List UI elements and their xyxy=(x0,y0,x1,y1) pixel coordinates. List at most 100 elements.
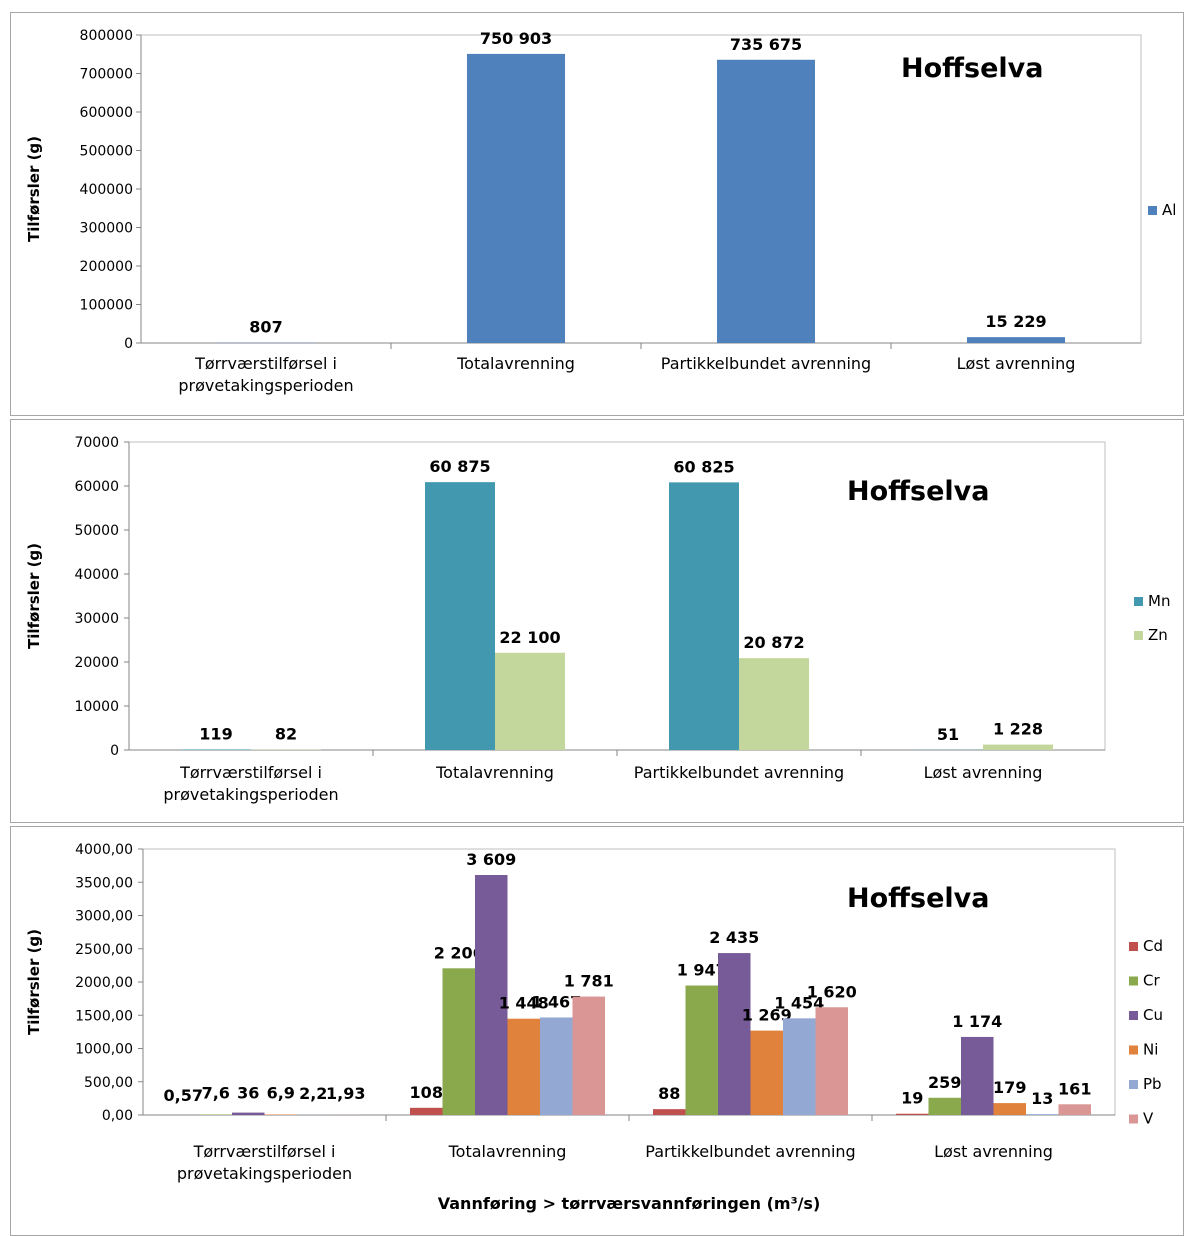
chart-title: Hoffselva xyxy=(847,883,989,914)
x-category-label-line: Tørrværstilførsel i xyxy=(193,1142,336,1161)
bar-cr xyxy=(199,1114,232,1115)
data-label: 750 903 xyxy=(480,29,552,48)
data-label: 13 xyxy=(1031,1089,1053,1108)
y-tick-label: 3500,00 xyxy=(75,875,133,891)
x-category-label-line: Løst avrenning xyxy=(934,1142,1053,1161)
data-label: 1 781 xyxy=(564,972,614,991)
y-axis-label: Tilførsler (g) xyxy=(25,543,43,649)
data-label: 19 xyxy=(901,1089,923,1108)
x-category-label-line: Totalavrenning xyxy=(448,1142,567,1161)
data-label: 1 174 xyxy=(952,1012,1002,1031)
data-label: 807 xyxy=(249,318,282,337)
x-category-label-line: prøvetakingsperioden xyxy=(163,785,338,804)
legend-swatch-zn xyxy=(1134,631,1143,640)
y-tick-label: 30000 xyxy=(74,611,119,627)
y-tick-label: 20000 xyxy=(74,655,119,671)
bar-al xyxy=(967,337,1065,343)
legend-label-v: V xyxy=(1143,1110,1154,1128)
legend-label-cr: Cr xyxy=(1143,972,1160,990)
x-axis-label: Vannføring > tørrværsvannføringen (m³/s) xyxy=(438,1194,821,1213)
legend-swatch-al xyxy=(1148,206,1157,215)
x-category-label: Løst avrenning xyxy=(934,1142,1053,1161)
legend-swatch-pb xyxy=(1129,1080,1138,1089)
bar-cd xyxy=(410,1107,443,1115)
x-category-label: Totalavrenning xyxy=(448,1142,567,1161)
x-category-label-line: Totalavrenning xyxy=(456,354,575,373)
y-tick-label: 500000 xyxy=(80,144,133,160)
bar-cr xyxy=(928,1097,961,1115)
chart-trace-metals: 0,00 500,00 1000,00 1500,00 2000,00 2500,00 30… xyxy=(25,842,1163,1213)
y-tick-label: 600000 xyxy=(80,105,133,121)
x-category-label-line: prøvetakingsperioden xyxy=(178,376,353,395)
bar-cu xyxy=(961,1036,994,1115)
y-tick-label: 0 xyxy=(110,743,119,759)
bar-zn xyxy=(983,744,1053,750)
chart-panel-mn-zn: 0 10000 20000 30000 40000 50000 60000 70000 Tørr… xyxy=(10,419,1184,823)
chart-title: Hoffselva xyxy=(901,53,1043,84)
data-label: 2,2 xyxy=(299,1084,327,1103)
y-tick-label: 1000,00 xyxy=(75,1042,133,1058)
data-label: 1 467 xyxy=(531,992,581,1011)
legend-swatch-cd xyxy=(1129,942,1138,951)
bar-mn xyxy=(425,482,495,750)
legend-swatch-mn xyxy=(1134,597,1143,606)
bar-ni xyxy=(750,1030,783,1115)
data-label: 119 xyxy=(199,724,232,743)
y-tick-label: 400000 xyxy=(80,182,133,198)
legend-swatch-cu xyxy=(1129,1011,1138,1020)
y-tick-label: 1500,00 xyxy=(75,1008,133,1024)
legend-label-zn: Zn xyxy=(1148,626,1168,644)
data-label: 36 xyxy=(237,1084,259,1103)
legend-swatch-v xyxy=(1129,1114,1138,1124)
x-category-label: Tørrværstilførsel i prøvetakingsperioden xyxy=(178,354,353,395)
bar-al xyxy=(467,53,565,343)
data-label: 179 xyxy=(993,1078,1026,1097)
data-label: 51 xyxy=(937,725,959,744)
x-category-label-line: Løst avrenning xyxy=(924,763,1043,782)
data-label: 88 xyxy=(658,1084,680,1103)
legend-swatch-cr xyxy=(1129,976,1138,986)
bar-cd xyxy=(896,1113,929,1115)
legend-label-cd: Cd xyxy=(1143,937,1163,955)
data-label: 1 448 xyxy=(499,994,549,1013)
y-tick-label: 800000 xyxy=(80,28,133,44)
bar-v xyxy=(572,996,605,1115)
legend-label-al: Al xyxy=(1162,201,1176,219)
data-label: 735 675 xyxy=(730,35,802,54)
y-axis-label: Tilførsler (g) xyxy=(25,929,43,1035)
data-label: 108 xyxy=(410,1083,443,1102)
data-label: 1,93 xyxy=(326,1084,365,1103)
x-category-label: Totalavrenning xyxy=(456,354,575,373)
bar-pb xyxy=(1026,1114,1059,1115)
data-label: 7,6 xyxy=(202,1083,230,1102)
data-label: 2 206 xyxy=(434,943,484,962)
x-category-label-line: Løst avrenning xyxy=(957,354,1076,373)
bar-pb xyxy=(783,1018,816,1115)
bar-v xyxy=(815,1007,848,1115)
chart-title: Hoffselva xyxy=(847,476,989,507)
bar-cu xyxy=(475,875,508,1115)
y-tick-label: 50000 xyxy=(74,523,119,539)
x-category-label-line: Tørrværstilførsel i xyxy=(179,763,322,782)
data-label: 2 435 xyxy=(709,928,759,947)
legend-swatch-ni xyxy=(1129,1045,1138,1055)
y-tick-label: 200000 xyxy=(80,259,133,275)
y-axis-label: Tilførsler (g) xyxy=(25,136,43,242)
data-label: 1 269 xyxy=(742,1006,792,1025)
bar-cu xyxy=(232,1112,265,1115)
data-label: 60 875 xyxy=(429,457,490,476)
y-tick-label: 40000 xyxy=(74,567,119,583)
x-category-label: Partikkelbundet avrenning xyxy=(661,354,871,373)
bar-ni xyxy=(507,1018,540,1115)
data-label: 6,9 xyxy=(267,1084,295,1103)
y-tick-label: 3000,00 xyxy=(75,909,133,925)
chart-mn-zn: 0 10000 20000 30000 40000 50000 60000 70000 Tørr… xyxy=(25,435,1170,804)
x-category-label: Løst avrenning xyxy=(924,763,1043,782)
data-label: 15 229 xyxy=(985,312,1046,331)
data-label: 20 872 xyxy=(743,633,804,652)
y-tick-label: 300000 xyxy=(80,221,133,237)
x-category-label: Partikkelbundet avrenning xyxy=(645,1142,855,1161)
data-label: 161 xyxy=(1058,1079,1091,1098)
data-label: 22 100 xyxy=(499,628,560,647)
x-category-label-line: Totalavrenning xyxy=(435,763,554,782)
